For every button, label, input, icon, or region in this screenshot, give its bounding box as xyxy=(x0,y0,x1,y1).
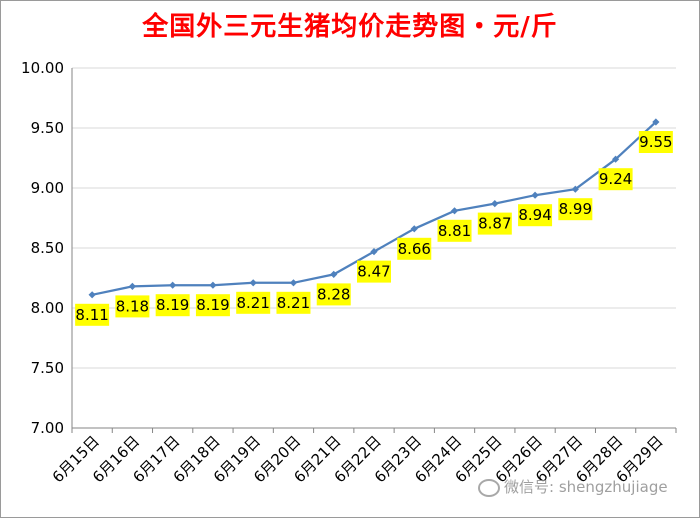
data-label-box xyxy=(75,303,110,326)
y-tick-label: 8.50 xyxy=(31,239,64,257)
y-tick-label: 10.00 xyxy=(21,59,64,77)
data-point xyxy=(450,207,459,215)
data-point xyxy=(249,279,257,287)
data-label: 8.19 xyxy=(156,296,189,314)
y-tick-label: 9.50 xyxy=(31,119,64,137)
data-point xyxy=(652,118,660,126)
y-tick-label: 7.50 xyxy=(31,359,64,377)
wechat-icon xyxy=(478,478,500,497)
data-label: 8.28 xyxy=(317,285,350,303)
data-label-box xyxy=(276,291,311,314)
data-point xyxy=(491,200,499,208)
data-point xyxy=(209,281,217,289)
data-label-box xyxy=(236,291,271,314)
data-label-box xyxy=(357,260,391,283)
data-label: 9.55 xyxy=(639,133,672,151)
data-label-box xyxy=(598,168,633,191)
watermark: 微信号: shengzhujiage xyxy=(478,476,668,497)
data-point xyxy=(571,185,579,193)
data-label: 8.66 xyxy=(398,240,431,258)
data-label: 8.87 xyxy=(478,215,511,233)
data-label-box xyxy=(195,294,230,317)
data-label: 8.21 xyxy=(236,294,269,312)
data-label-box xyxy=(115,295,150,318)
data-label-box xyxy=(558,198,593,221)
data-point xyxy=(370,248,378,256)
data-point xyxy=(612,155,620,163)
data-point xyxy=(88,291,96,299)
y-tick-label: 9.00 xyxy=(31,179,64,197)
data-point xyxy=(410,225,418,233)
data-label: 8.19 xyxy=(196,296,229,314)
data-label: 8.94 xyxy=(518,206,551,224)
data-point xyxy=(128,282,136,290)
data-label: 8.81 xyxy=(438,222,471,240)
data-point xyxy=(169,281,177,289)
data-label-box xyxy=(316,283,351,306)
data-label: 9.24 xyxy=(599,170,632,188)
data-label: 8.99 xyxy=(559,200,592,218)
y-tick-label: 8.00 xyxy=(31,299,64,317)
data-label-box xyxy=(155,294,190,317)
data-label: 8.11 xyxy=(75,306,108,324)
data-label: 8.18 xyxy=(116,297,149,315)
data-label-box xyxy=(477,212,512,235)
data-point xyxy=(330,270,338,278)
data-point xyxy=(531,191,539,199)
data-label-box xyxy=(638,131,673,153)
data-label-box xyxy=(437,219,472,242)
data-label-box xyxy=(518,204,553,227)
data-label: 8.21 xyxy=(277,294,310,312)
data-label: 8.47 xyxy=(357,263,390,281)
data-point xyxy=(289,279,298,287)
y-tick-label: 7.00 xyxy=(31,419,64,437)
data-label-box xyxy=(397,237,432,260)
watermark-text: 微信号: shengzhujiage xyxy=(504,478,668,496)
chart-title: 全国外三元生猪均价走势图・元/斤 xyxy=(142,12,558,42)
